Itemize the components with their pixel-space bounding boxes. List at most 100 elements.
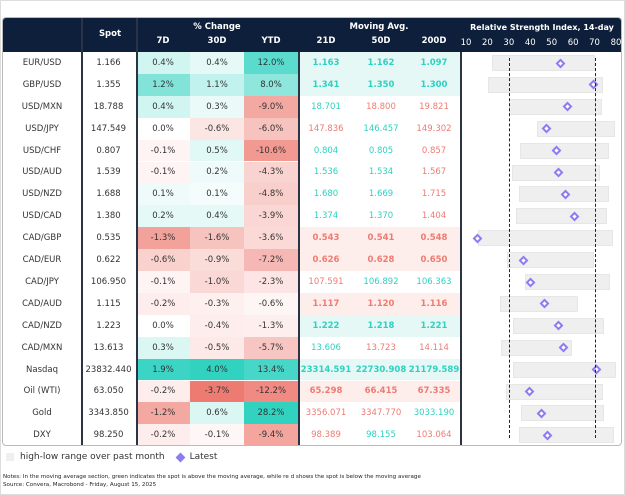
change-d7-cell: 0.4%: [136, 95, 190, 118]
ma-ma21-cell: 1.680: [313, 189, 339, 200]
rsi-tick-label: 70: [589, 38, 600, 48]
spot-value: 1.688: [96, 189, 121, 200]
header-pct-change: % Change: [193, 22, 241, 32]
legend-latest: Latest: [189, 452, 218, 462]
change-ytd-cell: -3.9%: [244, 205, 298, 228]
table-row: CAD/MXN 13.613 0.3% -0.5% -5.7% 13.606 13.723…: [3, 336, 621, 359]
table-row: USD/JPY 147.549 0.0% -0.6% -6.0% 147.836 146.…: [3, 117, 621, 140]
asset-name: Oil (WTI): [23, 386, 61, 397]
table-row: CAD/NZD 1.223 0.0% -0.4% -1.3% 1.222 1.218 1.2…: [3, 314, 621, 337]
ma-ma200-cell: 1.404: [421, 211, 447, 222]
change-d30-cell: -3.7%: [190, 380, 244, 403]
change-ytd-cell: 13.4%: [244, 358, 298, 381]
asset-name: Gold: [32, 408, 52, 419]
change-d30-cell: -0.6%: [190, 117, 244, 140]
rsi-tick-label: 10: [460, 38, 472, 48]
rsi-tick-label: 40: [524, 38, 536, 48]
change-d30-cell: -0.3%: [190, 292, 244, 315]
asset-name: USD/CAD: [22, 211, 62, 222]
ma-ma200-cell: 106.363: [416, 276, 452, 287]
change-ytd-cell: -9.4%: [244, 424, 298, 445]
change-d30-cell: 0.3%: [190, 95, 244, 118]
change-d7-cell: -0.2%: [136, 292, 190, 315]
rsi-tick-label: 50: [546, 38, 558, 48]
spot-value: 0.622: [96, 255, 121, 266]
legend-range: high-low range over past month: [20, 452, 165, 462]
ma-ma21-cell: 1.117: [312, 298, 340, 309]
divider: [136, 18, 138, 445]
ma-bg: [298, 73, 460, 96]
change-d30-cell: -0.5%: [190, 336, 244, 359]
ma-ma50-cell: 1.162: [367, 57, 395, 68]
ma-ma50-cell: 0.628: [367, 255, 395, 266]
change-ytd-cell: -10.6%: [244, 139, 298, 162]
asset-name: CAD/GBP: [22, 233, 62, 244]
table-row: CAD/GBP 0.535 -1.3% -1.6% -3.6% 0.543 0.541 0.…: [3, 227, 621, 250]
divider: [460, 52, 462, 445]
spot-value: 13.613: [93, 342, 124, 353]
ma-bg: [298, 249, 460, 271]
ma-bg: [298, 205, 460, 228]
ma-ma21-cell: 1.374: [313, 211, 339, 222]
ma-ma200-cell: 21179.589: [408, 364, 460, 375]
ma-ma200-cell: 67.335: [417, 386, 451, 397]
change-d30-cell: -0.1%: [190, 424, 244, 445]
change-ytd-cell: 28.2%: [244, 402, 298, 425]
change-ytd-cell: -7.2%: [244, 249, 298, 271]
change-ytd-cell: -0.6%: [244, 292, 298, 315]
ma-ma200-cell: 0.650: [420, 255, 448, 266]
change-ytd-cell: -9.0%: [244, 95, 298, 118]
change-d7-cell: -1.3%: [136, 227, 190, 250]
change-ytd-cell: -6.0%: [244, 117, 298, 140]
legend: high-low range over past month Latest: [6, 452, 217, 462]
rsi-range-bar: [477, 230, 614, 247]
change-ytd-cell: -1.3%: [244, 314, 298, 337]
ma-ma200-cell: 103.064: [416, 430, 452, 441]
ma-ma200-cell: 19.821: [419, 101, 449, 112]
divider: [298, 52, 300, 445]
table-row: USD/CAD 1.380 0.2% 0.4% -3.9% 1.374 1.370 1.40…: [3, 205, 621, 228]
change-d7-cell: 0.4%: [136, 52, 190, 74]
change-d7-cell: -0.6%: [136, 249, 190, 271]
ma-ma50-cell: 0.541: [367, 233, 395, 244]
change-ytd-cell: -4.3%: [244, 161, 298, 184]
spot-value: 106.950: [90, 276, 127, 287]
rsi-range-bar: [520, 142, 610, 159]
asset-name: CAD/NZD: [22, 320, 62, 331]
rsi-tick-label: 20: [482, 38, 493, 48]
ma-ma21-cell: 147.836: [308, 123, 344, 134]
ma-ma50-cell: 18.800: [366, 101, 396, 112]
change-d30-cell: 0.6%: [190, 402, 244, 425]
ma-ma200-cell: 1.300: [420, 79, 448, 90]
rsi-range-bar: [516, 208, 607, 225]
rsi-range-bar: [519, 427, 614, 444]
ma-ma21-cell: 1.536: [313, 167, 339, 178]
change-d30-cell: -0.9%: [190, 249, 244, 271]
change-d7-cell: -0.1%: [136, 139, 190, 162]
ma-ma50-cell: 1.120: [367, 298, 395, 309]
header-rsi: Relative Strength Index, 14-day: [470, 23, 614, 32]
change-d30-cell: 0.1%: [190, 183, 244, 206]
ma-ma200-cell: 1.715: [421, 189, 447, 200]
ma-ma21-cell: 1.163: [312, 57, 340, 68]
ma-ma50-cell: 3347.770: [360, 408, 402, 419]
spot-value: 0.807: [96, 145, 121, 156]
change-d7-cell: 1.2%: [136, 73, 190, 96]
header-spot: Spot: [98, 29, 122, 39]
ma-bg: [298, 117, 460, 140]
rsi-range-bar: [506, 383, 604, 400]
rsi-range-bar: [512, 361, 616, 378]
change-d7-cell: 0.2%: [136, 205, 190, 228]
ma-ma200-cell: 149.302: [416, 123, 452, 134]
table-row: CAD/AUD 1.115 -0.2% -0.3% -0.6% 1.117 1.120 1.…: [3, 292, 621, 315]
table-row: USD/NZD 1.688 0.1% 0.1% -4.8% 1.680 1.669 1.71…: [3, 183, 621, 206]
change-d30-cell: 0.4%: [190, 52, 244, 74]
ma-ma21-cell: 65.298: [309, 386, 343, 397]
ma-ma200-cell: 1.097: [420, 57, 448, 68]
asset-name: USD/AUD: [22, 167, 62, 178]
spot-value: 63.050: [93, 386, 124, 397]
change-d30-cell: -1.6%: [190, 227, 244, 250]
ma-bg: [298, 161, 460, 184]
ma-ma21-cell: 107.591: [308, 276, 344, 287]
ma-ma200-cell: 1.221: [420, 320, 448, 331]
